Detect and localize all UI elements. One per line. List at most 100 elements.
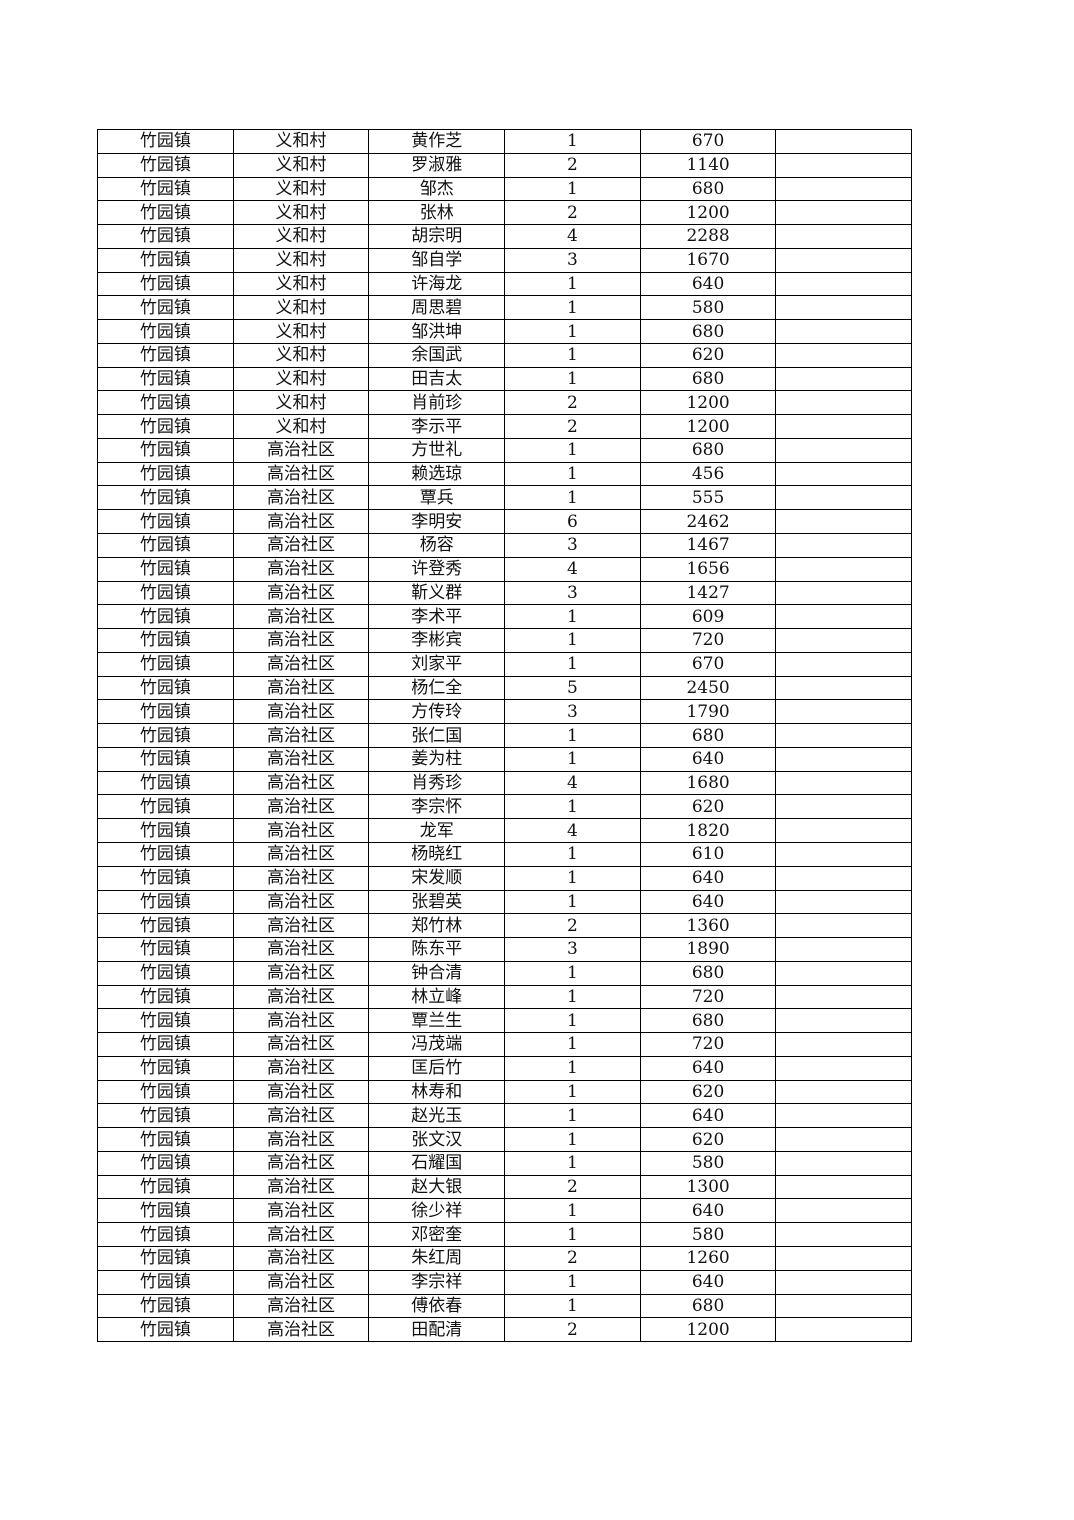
village-cell: 高治社区: [232, 628, 370, 653]
table-row: 竹园镇 高治社区 姜为柱 1 640: [97, 746, 913, 772]
table-row: 竹园镇 高治社区 林立峰 1 720: [97, 984, 913, 1010]
name-cell: 肖前珍: [368, 390, 506, 416]
name-cell: 李明安: [368, 509, 506, 535]
town-cell: 竹园镇: [97, 889, 234, 915]
name-cell: 杨晓红: [368, 841, 506, 867]
amount-cell: 1680: [639, 770, 777, 796]
name-cell: 田吉太: [368, 366, 506, 392]
name-cell: 黄作芝: [368, 129, 506, 154]
table-row: 竹园镇 义和村 李示平 2 1200: [97, 414, 913, 439]
remark-cell: [775, 366, 913, 392]
remark-cell: [775, 152, 913, 178]
count-cell: 4: [504, 770, 641, 796]
village-cell: 高治社区: [232, 580, 370, 606]
amount-cell: 680: [639, 366, 777, 392]
town-cell: 竹园镇: [97, 651, 234, 677]
name-cell: 张文汉: [368, 1127, 506, 1152]
table-body: 竹园镇 义和村 黄作芝 1 670 竹园镇 义和村 罗淑雅 2 1140 竹园镇 义和村 邹杰 1 680 竹…: [97, 129, 913, 1343]
village-cell: 义和村: [232, 247, 370, 273]
amount-cell: 1360: [639, 913, 777, 939]
village-cell: 高治社区: [232, 865, 370, 891]
name-cell: 李示平: [368, 414, 506, 439]
table-row: 竹园镇 义和村 余国武 1 620: [97, 342, 913, 368]
village-cell: 义和村: [232, 176, 370, 202]
count-cell: 1: [504, 1222, 641, 1247]
town-cell: 竹园镇: [97, 1127, 234, 1152]
village-cell: 高治社区: [232, 1008, 370, 1034]
count-cell: 1: [504, 1055, 641, 1081]
count-cell: 1: [504, 1079, 641, 1105]
village-cell: 高治社区: [232, 1032, 370, 1057]
remark-cell: [775, 533, 913, 558]
name-cell: 许登秀: [368, 556, 506, 582]
town-cell: 竹园镇: [97, 723, 234, 748]
table-row: 竹园镇 高治社区 田配清 2 1200: [97, 1317, 913, 1343]
village-cell: 义和村: [232, 342, 370, 368]
amount-cell: 680: [639, 319, 777, 344]
town-cell: 竹园镇: [97, 319, 234, 344]
village-cell: 义和村: [232, 271, 370, 297]
amount-cell: 620: [639, 1127, 777, 1152]
village-cell: 高治社区: [232, 1317, 370, 1343]
table-row: 竹园镇 高治社区 郑竹林 2 1360: [97, 913, 913, 939]
count-cell: 1: [504, 461, 641, 487]
table-row: 竹园镇 义和村 罗淑雅 2 1140: [97, 152, 913, 178]
amount-cell: 1467: [639, 533, 777, 558]
amount-cell: 609: [639, 604, 777, 630]
count-cell: 1: [504, 176, 641, 202]
count-cell: 1: [504, 723, 641, 748]
town-cell: 竹园镇: [97, 1103, 234, 1129]
town-cell: 竹园镇: [97, 247, 234, 273]
count-cell: 1: [504, 960, 641, 986]
table-row: 竹园镇 高治社区 张仁国 1 680: [97, 723, 913, 748]
name-cell: 姜为柱: [368, 746, 506, 772]
remark-cell: [775, 461, 913, 487]
table-row: 竹园镇 义和村 黄作芝 1 670: [97, 129, 913, 154]
remark-cell: [775, 295, 913, 321]
table-row: 竹园镇 高治社区 龙军 4 1820: [97, 818, 913, 843]
village-cell: 高治社区: [232, 556, 370, 582]
table-row: 竹园镇 高治社区 傅依春 1 680: [97, 1293, 913, 1319]
name-cell: 赵大银: [368, 1174, 506, 1200]
town-cell: 竹园镇: [97, 913, 234, 939]
town-cell: 竹园镇: [97, 628, 234, 653]
amount-cell: 580: [639, 1150, 777, 1176]
remark-cell: [775, 937, 913, 962]
remark-cell: [775, 437, 913, 463]
village-cell: 义和村: [232, 129, 370, 154]
town-cell: 竹园镇: [97, 200, 234, 226]
name-cell: 林寿和: [368, 1079, 506, 1105]
name-cell: 邹杰: [368, 176, 506, 202]
table-row: 竹园镇 高治社区 张文汉 1 620: [97, 1127, 913, 1152]
name-cell: 赵光玉: [368, 1103, 506, 1129]
amount-cell: 620: [639, 1079, 777, 1105]
remark-cell: [775, 319, 913, 344]
town-cell: 竹园镇: [97, 960, 234, 986]
name-cell: 余国武: [368, 342, 506, 368]
village-cell: 高治社区: [232, 818, 370, 843]
town-cell: 竹园镇: [97, 271, 234, 297]
table-row: 竹园镇 高治社区 覃兰生 1 680: [97, 1008, 913, 1034]
name-cell: 邓密奎: [368, 1222, 506, 1247]
village-cell: 高治社区: [232, 1174, 370, 1200]
name-cell: 李宗怀: [368, 794, 506, 820]
town-cell: 竹园镇: [97, 604, 234, 630]
amount-cell: 620: [639, 342, 777, 368]
name-cell: 刘家平: [368, 651, 506, 677]
amount-cell: 2450: [639, 675, 777, 701]
amount-cell: 1260: [639, 1245, 777, 1271]
village-cell: 高治社区: [232, 937, 370, 962]
town-cell: 竹园镇: [97, 152, 234, 178]
remark-cell: [775, 1245, 913, 1271]
name-cell: 赖选琼: [368, 461, 506, 487]
remark-cell: [775, 342, 913, 368]
town-cell: 竹园镇: [97, 1150, 234, 1176]
count-cell: 5: [504, 675, 641, 701]
amount-cell: 640: [639, 1269, 777, 1295]
amount-cell: 610: [639, 841, 777, 867]
remark-cell: [775, 960, 913, 986]
table-row: 竹园镇 高治社区 靳义群 3 1427: [97, 580, 913, 606]
table-row: 竹园镇 义和村 肖前珍 2 1200: [97, 390, 913, 416]
name-cell: 龙军: [368, 818, 506, 843]
remark-cell: [775, 390, 913, 416]
